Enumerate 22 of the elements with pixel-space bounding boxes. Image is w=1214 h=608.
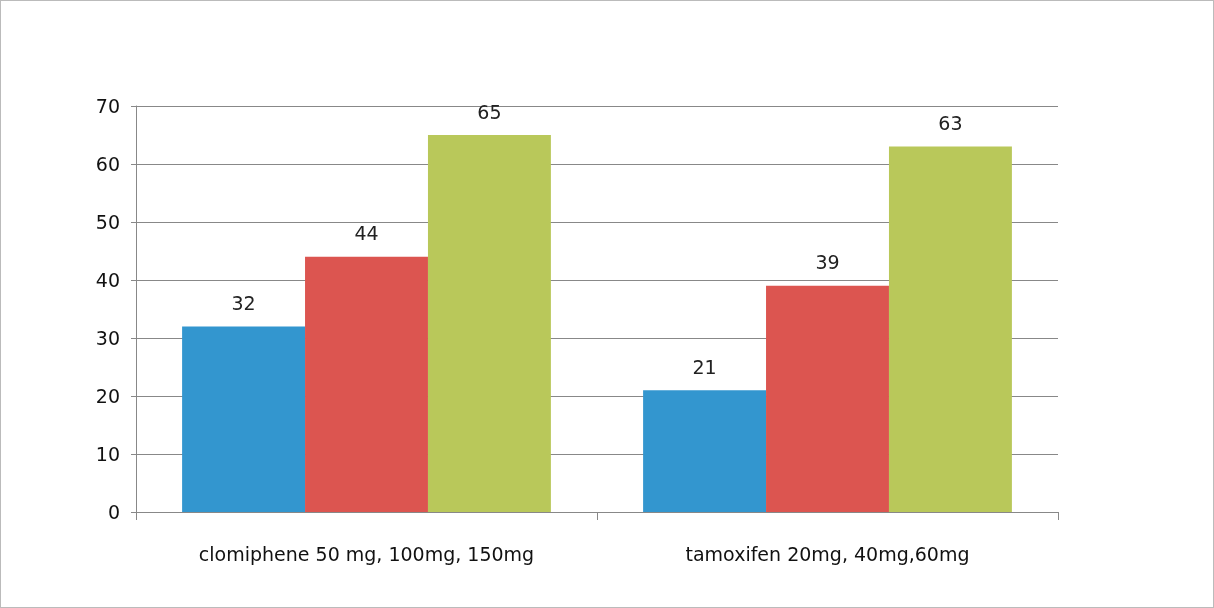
bar xyxy=(766,285,889,512)
x-tick-label: clomiphene 50 mg, 100mg, 150mg xyxy=(198,542,535,565)
bar xyxy=(888,146,1012,512)
data-label: 63 xyxy=(938,112,963,135)
data-label: 39 xyxy=(815,251,840,274)
y-tick-label: 70 xyxy=(95,95,120,117)
data-label: 44 xyxy=(354,222,379,245)
x-tick-label: tamoxifen 20mg, 40mg,60mg xyxy=(685,542,970,565)
y-tick-label: 60 xyxy=(95,153,120,175)
bar xyxy=(305,256,428,512)
y-tick-label: 20 xyxy=(95,385,120,407)
y-tick-label: 50 xyxy=(95,211,120,233)
data-label: 32 xyxy=(231,291,256,314)
y-tick-label: 30 xyxy=(95,327,120,349)
y-tick-label: 40 xyxy=(95,269,120,291)
bar xyxy=(427,135,551,512)
y-tick-label: 0 xyxy=(107,501,120,523)
data-label: 21 xyxy=(692,355,717,378)
y-tick-label: 10 xyxy=(95,443,120,465)
data-label: 65 xyxy=(477,100,502,123)
bar xyxy=(643,390,767,512)
bar xyxy=(182,326,306,512)
